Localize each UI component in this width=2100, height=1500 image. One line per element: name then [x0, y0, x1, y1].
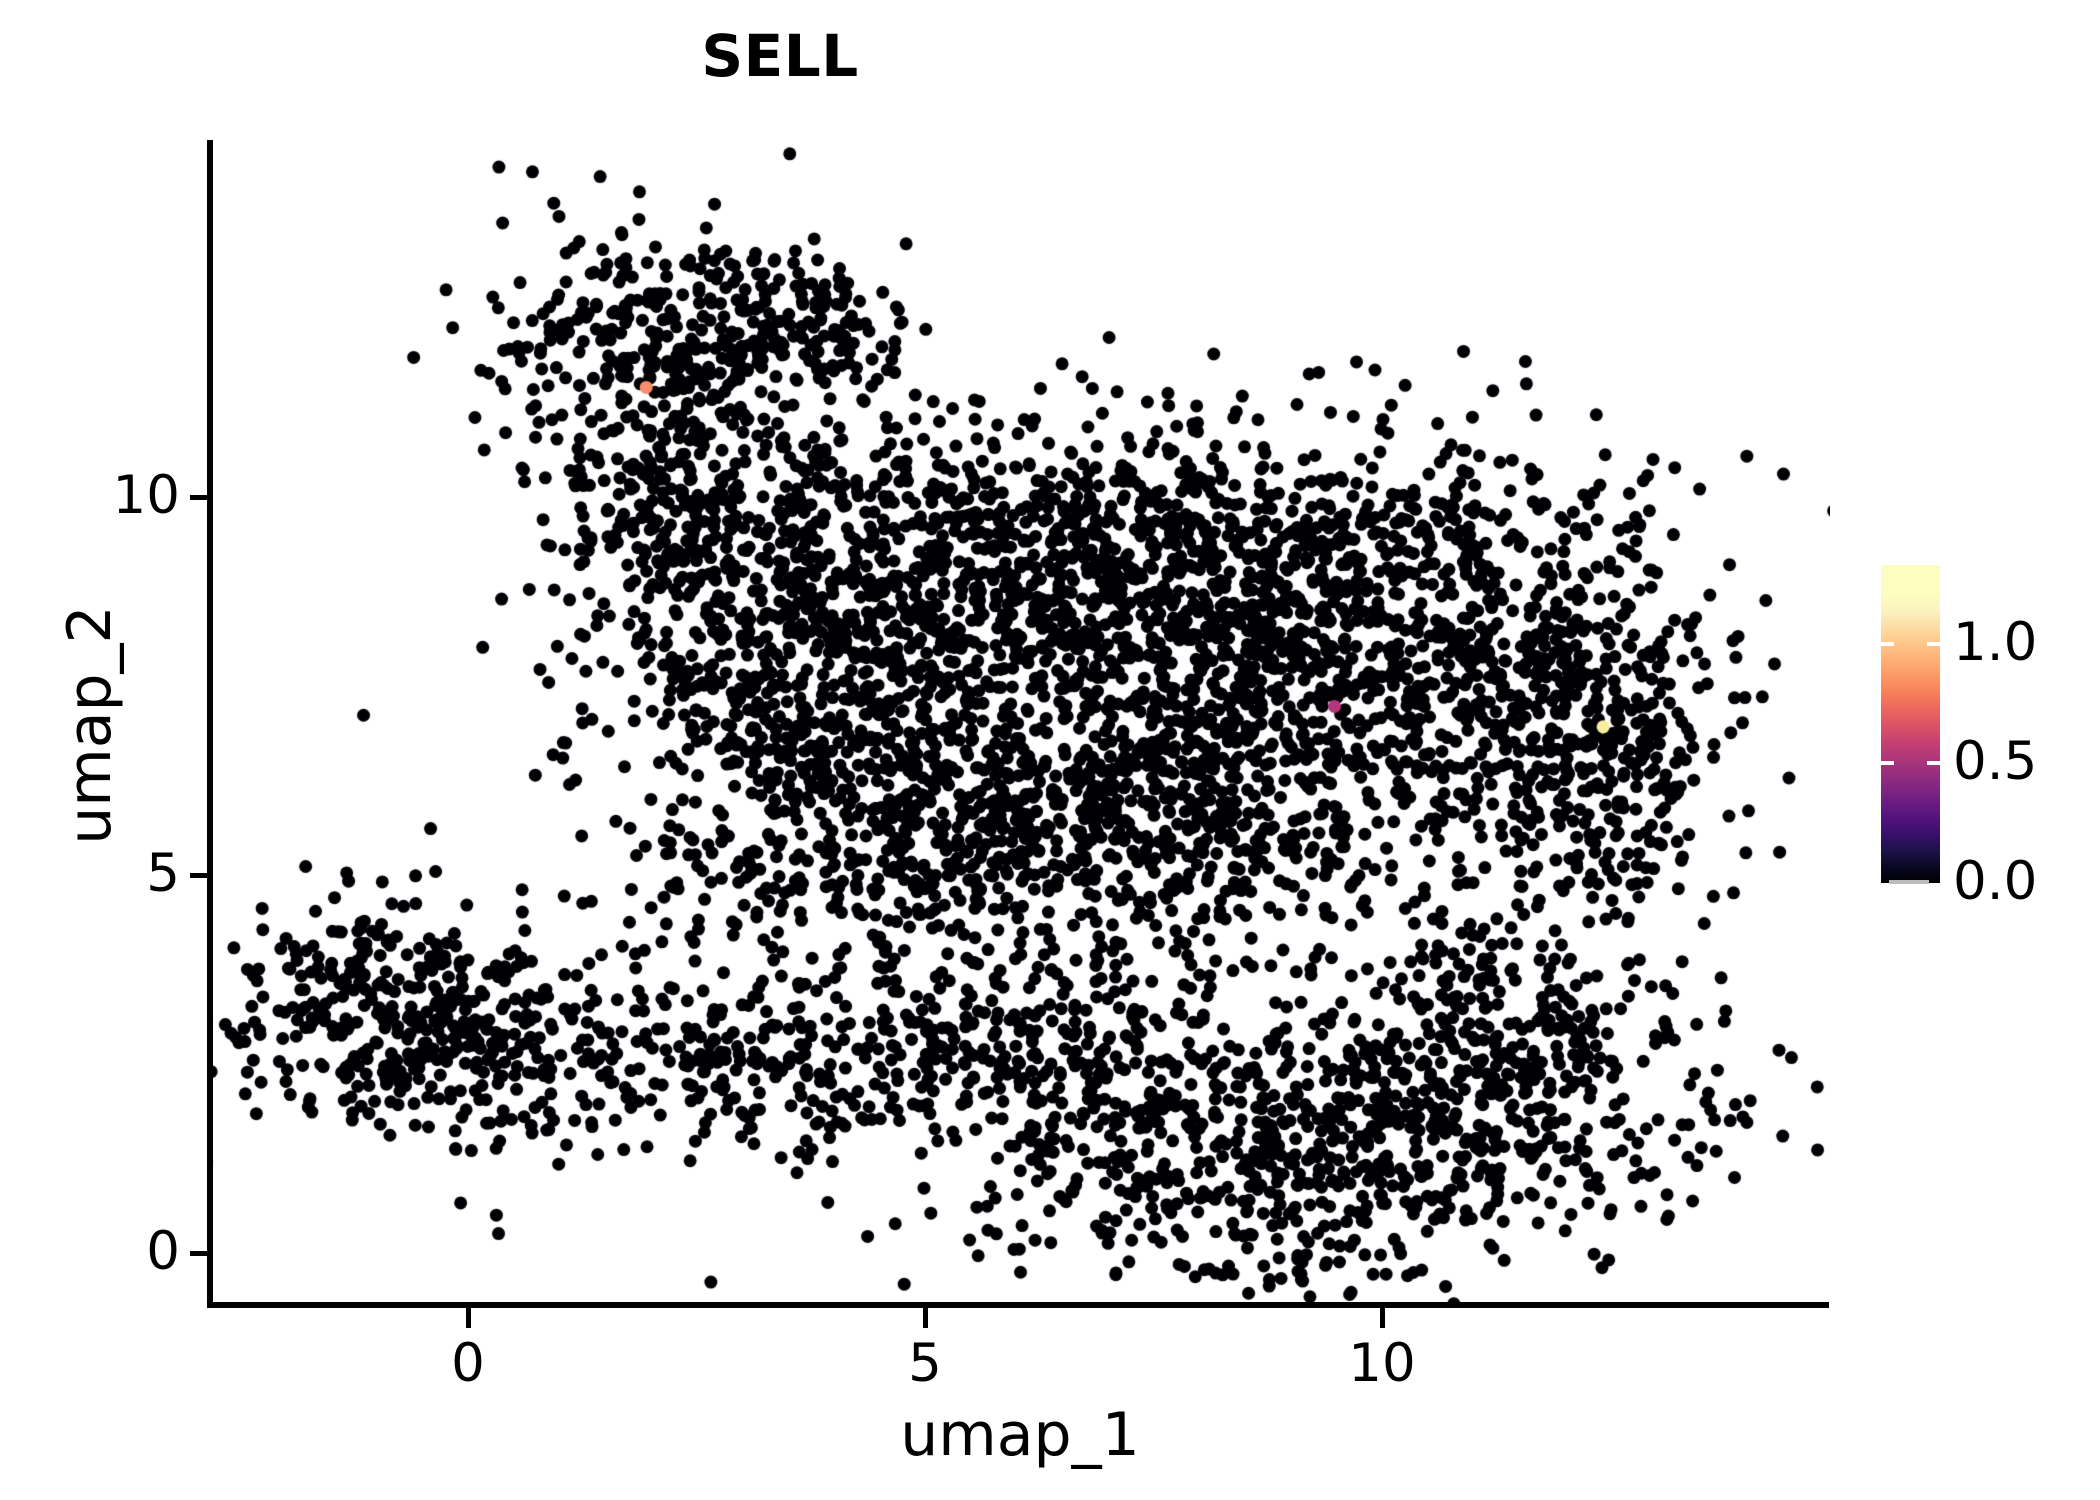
- page-title: SELL: [701, 22, 859, 90]
- y-tick-label: 10: [112, 465, 180, 526]
- y-axis-label: umap_2: [55, 605, 125, 845]
- x-axis-spine: [207, 1302, 1829, 1308]
- colorbar-tick-mark: [1881, 761, 1894, 766]
- scatter-points-layer: [210, 140, 1830, 1305]
- colorbar-tick-label: 0.5: [1953, 731, 2038, 793]
- y-tick-mark: [190, 873, 210, 878]
- x-tick-mark: [923, 1308, 928, 1328]
- colorbar-tick-label: 0.0: [1953, 851, 2038, 912]
- colorbar-gradient: [1881, 565, 1940, 883]
- colorbar-tick-label: 1.0: [1953, 611, 2038, 673]
- colorbar-tick-mark: [1927, 761, 1940, 766]
- x-tick-mark: [466, 1308, 471, 1328]
- y-tick-label: 5: [146, 843, 180, 904]
- colorbar-tick-mark: [1889, 880, 1929, 884]
- colorbar-tick-mark: [1881, 641, 1894, 646]
- x-tick-label: 10: [1348, 1333, 1416, 1394]
- y-tick-label: 0: [146, 1221, 180, 1282]
- colorbar-tick-mark: [1927, 641, 1940, 646]
- y-tick-mark: [190, 1251, 210, 1256]
- x-tick-mark: [1380, 1308, 1385, 1328]
- x-tick-label: 0: [451, 1333, 485, 1394]
- colorbar[interactable]: 0.0 0.5 1.0: [1881, 565, 2037, 908]
- scatter-plot-area[interactable]: [210, 140, 1830, 1305]
- y-tick-mark: [190, 495, 210, 500]
- y-axis-spine: [207, 140, 213, 1308]
- x-tick-label: 5: [908, 1333, 942, 1394]
- x-axis-label: umap_1: [900, 1400, 1140, 1470]
